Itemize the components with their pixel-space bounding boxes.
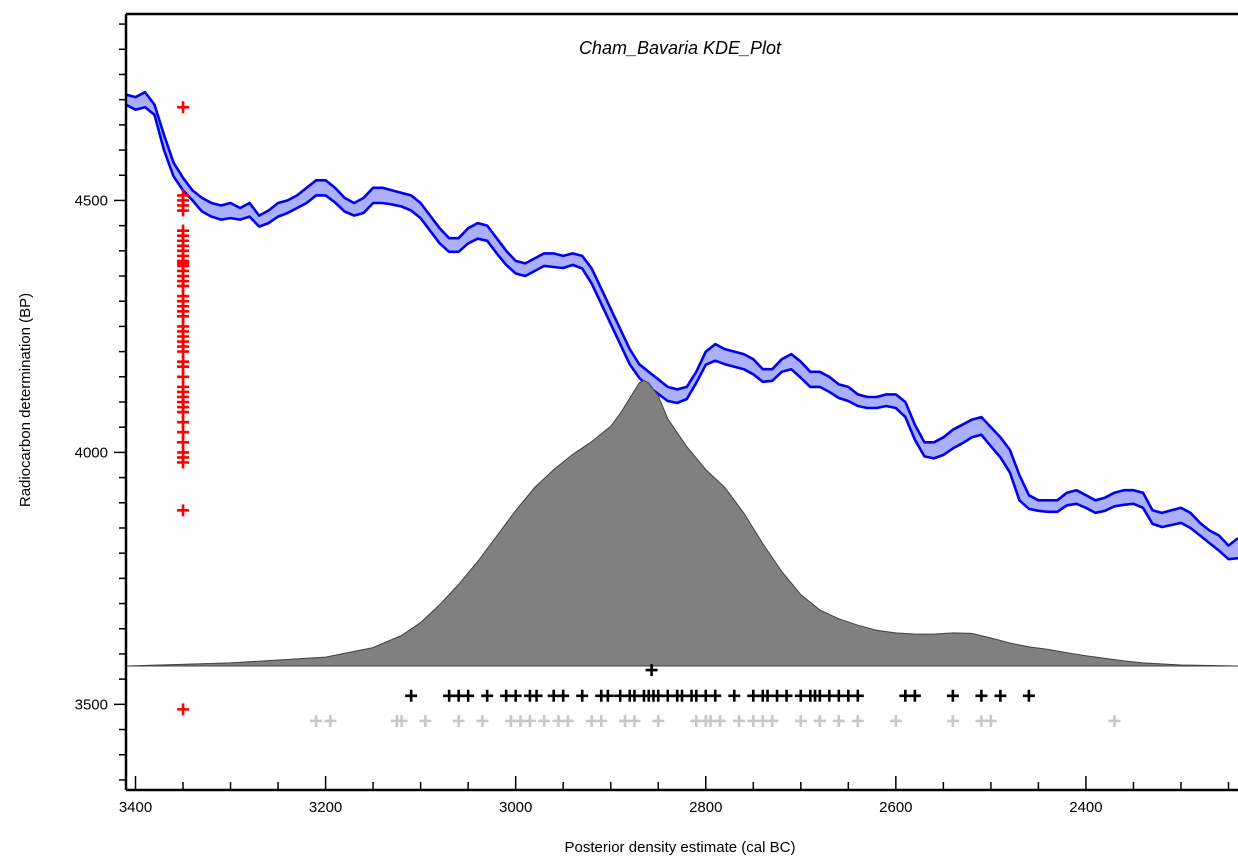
- y-axis-label: Radiocarbon determination (BP): [17, 293, 34, 507]
- red-date-marker: [177, 280, 190, 293]
- calibration-lower-line: [126, 103, 1238, 561]
- black-posterior-marker: [709, 689, 722, 702]
- grey-prior-marker: [538, 714, 551, 727]
- x-tick-label: 3200: [309, 799, 342, 816]
- grey-prior-marker: [476, 714, 489, 727]
- grey-prior-marker: [733, 714, 746, 727]
- black-posterior-marker: [481, 689, 494, 702]
- grey-prior-marker: [1108, 714, 1121, 727]
- y-tick-label: 4000: [75, 444, 108, 461]
- grey-prior-marker: [851, 714, 864, 727]
- grey-prior-marker: [628, 714, 641, 727]
- black-posterior-marker: [509, 689, 522, 702]
- grey-prior-marker: [984, 714, 997, 727]
- black-posterior-marker: [462, 689, 475, 702]
- grey-prior-marker: [452, 714, 465, 727]
- black-posterior-marker: [1022, 689, 1035, 702]
- red-date-marker: [177, 101, 190, 114]
- black-posterior-marker: [601, 689, 614, 702]
- grey-prior-marker: [310, 714, 323, 727]
- black-posterior-marker: [645, 664, 658, 677]
- plot-content: [126, 90, 1238, 727]
- black-posterior-marker: [946, 689, 959, 702]
- grey-prior-marker: [714, 714, 727, 727]
- black-posterior-marker: [557, 689, 570, 702]
- grey-prior-marker: [395, 714, 408, 727]
- kde-density-area: [126, 379, 1238, 667]
- grey-prior-marker: [595, 714, 608, 727]
- red-date-marker: [177, 310, 190, 323]
- black-posterior-marker: [728, 689, 741, 702]
- red-date-marker: [177, 436, 190, 449]
- black-posterior-marker: [405, 689, 418, 702]
- red-date-marker: [177, 504, 190, 517]
- grey-prior-marker: [946, 714, 959, 727]
- x-tick-label: 2800: [689, 799, 722, 816]
- black-posterior-marker: [994, 689, 1007, 702]
- x-tick-label: 2600: [879, 799, 912, 816]
- chart-title: Cham_Bavaria KDE_Plot: [579, 38, 782, 58]
- grey-prior-marker: [652, 714, 665, 727]
- grey-prior-marker: [813, 714, 826, 727]
- black-posterior-marker: [576, 689, 589, 702]
- grey-prior-marker: [889, 714, 902, 727]
- x-tick-label: 3000: [499, 799, 532, 816]
- red-date-marker: [177, 345, 190, 358]
- black-posterior-marker: [851, 689, 864, 702]
- calibration-upper-line: [126, 90, 1238, 547]
- grey-prior-marker: [561, 714, 574, 727]
- x-tick-label: 2400: [1069, 799, 1102, 816]
- red-date-marker: [177, 204, 190, 217]
- y-tick-label: 3500: [75, 696, 108, 713]
- calibration-band-fill: [126, 92, 1238, 560]
- red-date-marker: [177, 416, 190, 429]
- grey-prior-marker: [832, 714, 845, 727]
- grey-prior-marker: [324, 714, 337, 727]
- black-posterior-marker: [780, 689, 793, 702]
- red-date-marker: [177, 426, 190, 439]
- red-date-marker: [177, 456, 190, 469]
- y-tick-label: 4500: [75, 192, 108, 209]
- x-axis-label: Posterior density estimate (cal BC): [565, 839, 796, 856]
- black-posterior-marker: [530, 689, 543, 702]
- red-date-marker: [177, 360, 190, 373]
- grey-prior-marker: [419, 714, 432, 727]
- red-date-marker: [177, 406, 190, 419]
- x-tick-label: 3400: [119, 799, 152, 816]
- red-date-marker: [177, 370, 190, 383]
- grey-prior-marker: [794, 714, 807, 727]
- grey-prior-marker: [766, 714, 779, 727]
- red-date-marker: [177, 703, 190, 716]
- black-posterior-marker: [975, 689, 988, 702]
- axes: 3400 3200 3000 2800 2600 2400 3500 4000 4500: [75, 12, 1238, 816]
- grey-prior-marker: [523, 714, 536, 727]
- black-posterior-marker: [908, 689, 921, 702]
